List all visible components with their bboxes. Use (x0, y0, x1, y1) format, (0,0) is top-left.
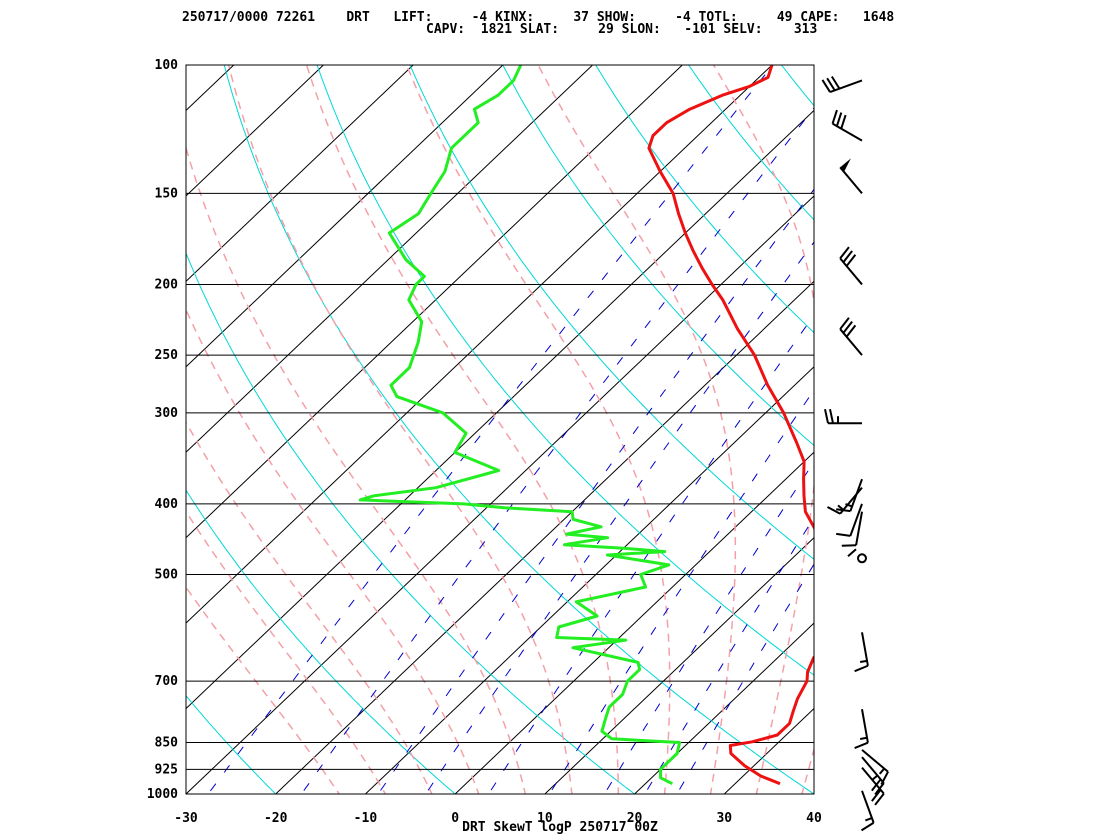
pressure-tick-label: 100 (155, 58, 179, 73)
moist-adiabat-line (186, 145, 527, 794)
isotherm-line (274, 280, 814, 794)
moist-adiabat-line (801, 746, 814, 794)
mixing-ratio-line (487, 314, 814, 794)
moist-adiabat-line (537, 65, 737, 794)
isotherm-line (186, 65, 414, 283)
mixing-ratio-line (377, 188, 814, 794)
moist-adiabat-line (186, 307, 480, 794)
header-line-2: CAPV: 1821 SLAT: 29 SLON: -101 SELV: 313 (426, 22, 818, 37)
background-grid (0, 49, 1120, 810)
header-line-1: 250717/0000 72261 DRT LIFT: -4 KINX: 37 … (182, 10, 895, 25)
dry-adiabat-line (780, 65, 814, 107)
pressure-tick-label: 250 (155, 348, 179, 363)
wind-barb (847, 548, 867, 564)
temperature-tick-label: -20 (264, 811, 288, 826)
mixing-ratio-line (644, 516, 814, 794)
chart-title: DRT SkewT logP 250717 00Z (462, 820, 658, 835)
moist-adiabat-line (405, 65, 671, 794)
isotherm-line (186, 109, 814, 710)
pressure-tick-label: 850 (155, 736, 179, 751)
temperature-tick-label: 20 (627, 811, 643, 826)
pressure-tick-label: 1000 (147, 787, 178, 802)
wind-barb (860, 790, 875, 832)
mixing-ratio-line (300, 107, 814, 794)
isobars (186, 64, 814, 795)
dry-adiabat-line (502, 65, 814, 447)
wind-barb (841, 511, 863, 547)
moist-adiabat-line (186, 420, 433, 794)
moist-adiabat-line (186, 585, 341, 794)
pressure-tick-label: 400 (155, 497, 179, 512)
temperature-tick-label: 0 (451, 811, 459, 826)
temperature-tick-label: 40 (806, 811, 822, 826)
pressure-tick-label: 700 (155, 674, 179, 689)
wind-barb (854, 632, 869, 673)
mixing-ratio-line (548, 389, 814, 794)
wind-barb (827, 487, 863, 515)
dry-adiabat-line (0, 49, 110, 810)
mixing-ratio-line (207, 65, 774, 794)
temperature-tick-label: 30 (716, 811, 732, 826)
temperature-tick-labels: -30 -20 -10 0 10 20 30 40 (174, 811, 822, 826)
isotherm-line (364, 366, 814, 794)
mixing-ratio-line (603, 460, 814, 794)
isotherm-line (186, 195, 814, 794)
station-header: 250717/0000 72261 DRT LIFT: -4 KINX: 37 … (0, 0, 1120, 60)
wind-barb (824, 408, 862, 425)
sounding-profiles (358, 65, 814, 786)
wind-barb (839, 158, 863, 195)
pressure-tick-label: 925 (155, 762, 178, 777)
moist-adiabat-line (227, 65, 573, 794)
isotherm-line (186, 65, 684, 539)
dry-adiabat-line (409, 65, 814, 560)
wind-barb (861, 749, 889, 785)
isotherm-line (186, 65, 504, 368)
pressure-tick-label: 300 (155, 406, 179, 421)
wind-barb (861, 766, 885, 806)
plot-frame (185, 64, 815, 795)
isotherm-line (544, 536, 814, 794)
isotherm-line (0, 49, 71, 810)
dry-adiabat-line (687, 65, 814, 221)
dewpoint-profile (358, 65, 682, 786)
pressure-tick-label: 500 (155, 568, 179, 583)
temperature-tick-label: 10 (537, 811, 553, 826)
mixing-ratio-line (425, 241, 814, 794)
isotherm-line (186, 65, 235, 112)
wind-barb (839, 317, 863, 356)
dry-adiabat-line (861, 49, 1120, 810)
moist-adiabat-line (712, 65, 814, 794)
wind-barb (831, 109, 863, 142)
wind-barb (836, 503, 863, 537)
isotherm-line (723, 707, 814, 794)
isotherm-line (186, 65, 325, 197)
pressure-tick-label: 150 (155, 186, 179, 201)
temperature-tick-label: -30 (174, 811, 198, 826)
dry-adiabat-line (952, 49, 1120, 810)
isotherm-line (633, 622, 814, 794)
wind-barb (839, 246, 863, 286)
wind-barb (821, 75, 863, 94)
dry-adiabat-line (316, 65, 814, 676)
temperature-tick-label: -10 (354, 811, 378, 826)
isotherm-line (186, 65, 594, 453)
isotherm-line (186, 65, 773, 624)
dry-adiabat-line (186, 695, 277, 794)
wind-barb (854, 709, 869, 749)
wind-barbs (821, 75, 889, 832)
pressure-tick-labels: 100 150 200 250 300 400 500 700 850 925 1000 (147, 58, 178, 802)
pressure-tick-label: 200 (155, 277, 179, 292)
dry-adiabat-line (223, 65, 814, 794)
moist-adiabat-line (186, 510, 387, 794)
temperature-profile (647, 65, 814, 786)
isotherm-line (454, 451, 814, 794)
dry-adiabat-line (186, 251, 636, 794)
isotherm-line (0, 49, 161, 810)
